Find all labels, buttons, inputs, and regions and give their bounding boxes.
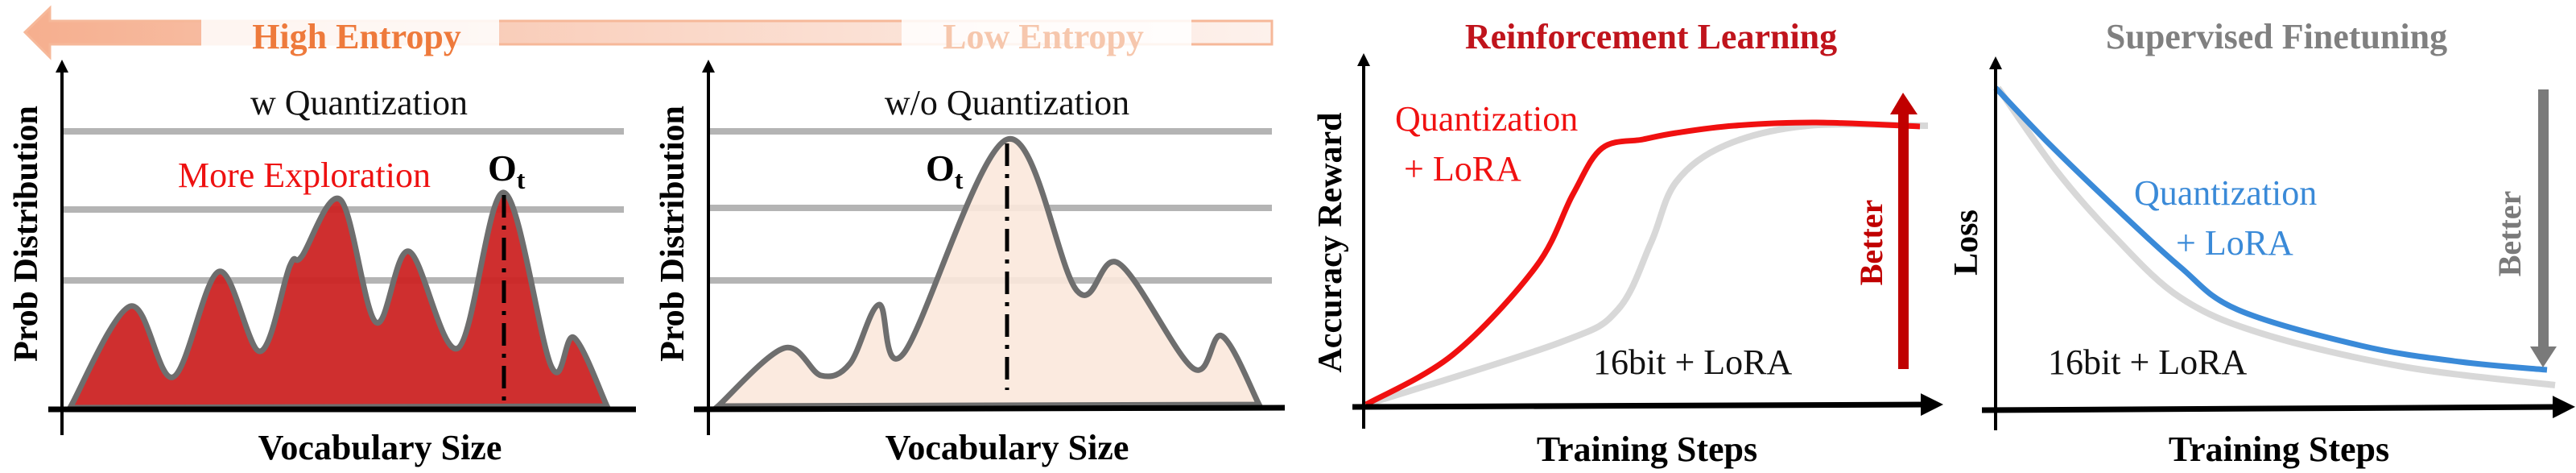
token-label: Ot xyxy=(488,147,526,194)
y-axis-label: Loss xyxy=(1948,210,1985,276)
quantization-curve xyxy=(1993,85,2548,373)
panel-title: Reinforcement Learning xyxy=(1465,17,1837,56)
better-label: Better xyxy=(2491,191,2528,277)
panel-title: w/o Quantization xyxy=(885,83,1129,122)
panel-supervised-finetuning: Supervised Finetuning Better Quantizatio… xyxy=(1948,17,2575,469)
x-axis-label: Vocabulary Size xyxy=(258,428,502,467)
token-label: Ot xyxy=(926,147,964,194)
lora-label: + LoRA xyxy=(2176,223,2293,263)
baseline-curve xyxy=(1995,85,2556,388)
baseline-curve xyxy=(1364,121,1929,408)
y-axis-label: Accuracy Reward xyxy=(1312,112,1349,372)
panel-without-quantization: w/o Quantization Ot Vocabulary Size Prob… xyxy=(654,60,1286,467)
label-backdrop xyxy=(201,19,499,47)
low-entropy-label: Low Entropy xyxy=(943,17,1144,56)
quantization-label: Quantization xyxy=(1395,99,1578,139)
panel-title: w Quantization xyxy=(250,83,468,122)
label-backdrop xyxy=(902,19,1191,47)
x-axis-label: Vocabulary Size xyxy=(886,428,1129,467)
x-axis xyxy=(1352,393,1943,417)
quantization-curve xyxy=(1364,119,1921,408)
panel-with-quantization: w Quantization More Exploration Ot Vocab… xyxy=(8,60,636,467)
x-axis-label: Training Steps xyxy=(1537,429,1757,469)
x-axis xyxy=(693,405,1286,413)
better-arrow xyxy=(1890,93,1918,369)
panel-reinforcement-learning: Reinforcement Learning Better Quantizati… xyxy=(1312,17,1943,469)
distribution-curve xyxy=(64,189,612,411)
distribution-curve xyxy=(710,136,1264,409)
better-arrow-head xyxy=(2530,346,2557,367)
quantization-label: Quantization xyxy=(2134,173,2317,213)
panel-title: Supervised Finetuning xyxy=(2106,17,2447,56)
y-axis-label: Prob Distribution xyxy=(8,106,45,362)
baseline-label: 16bit + LoRA xyxy=(1593,342,1792,382)
entropy-arrow: High Entropy Low Entropy xyxy=(23,5,1274,60)
x-axis xyxy=(1981,396,2575,419)
better-arrow-shaft xyxy=(2538,89,2549,347)
entropy-arrow-shape xyxy=(23,5,1274,60)
x-axis-label: Training Steps xyxy=(2169,429,2389,469)
high-entropy-label: High Entropy xyxy=(252,17,461,56)
lora-label: + LoRA xyxy=(1404,149,1521,189)
better-label: Better xyxy=(1853,200,1889,286)
more-exploration-label: More Exploration xyxy=(178,156,431,195)
better-arrow xyxy=(2530,89,2557,367)
baseline-label: 16bit + LoRA xyxy=(2048,342,2247,382)
y-axis-label: Prob Distribution xyxy=(654,106,691,362)
better-arrow-shaft xyxy=(1898,113,1909,369)
better-arrow-head xyxy=(1890,93,1918,114)
